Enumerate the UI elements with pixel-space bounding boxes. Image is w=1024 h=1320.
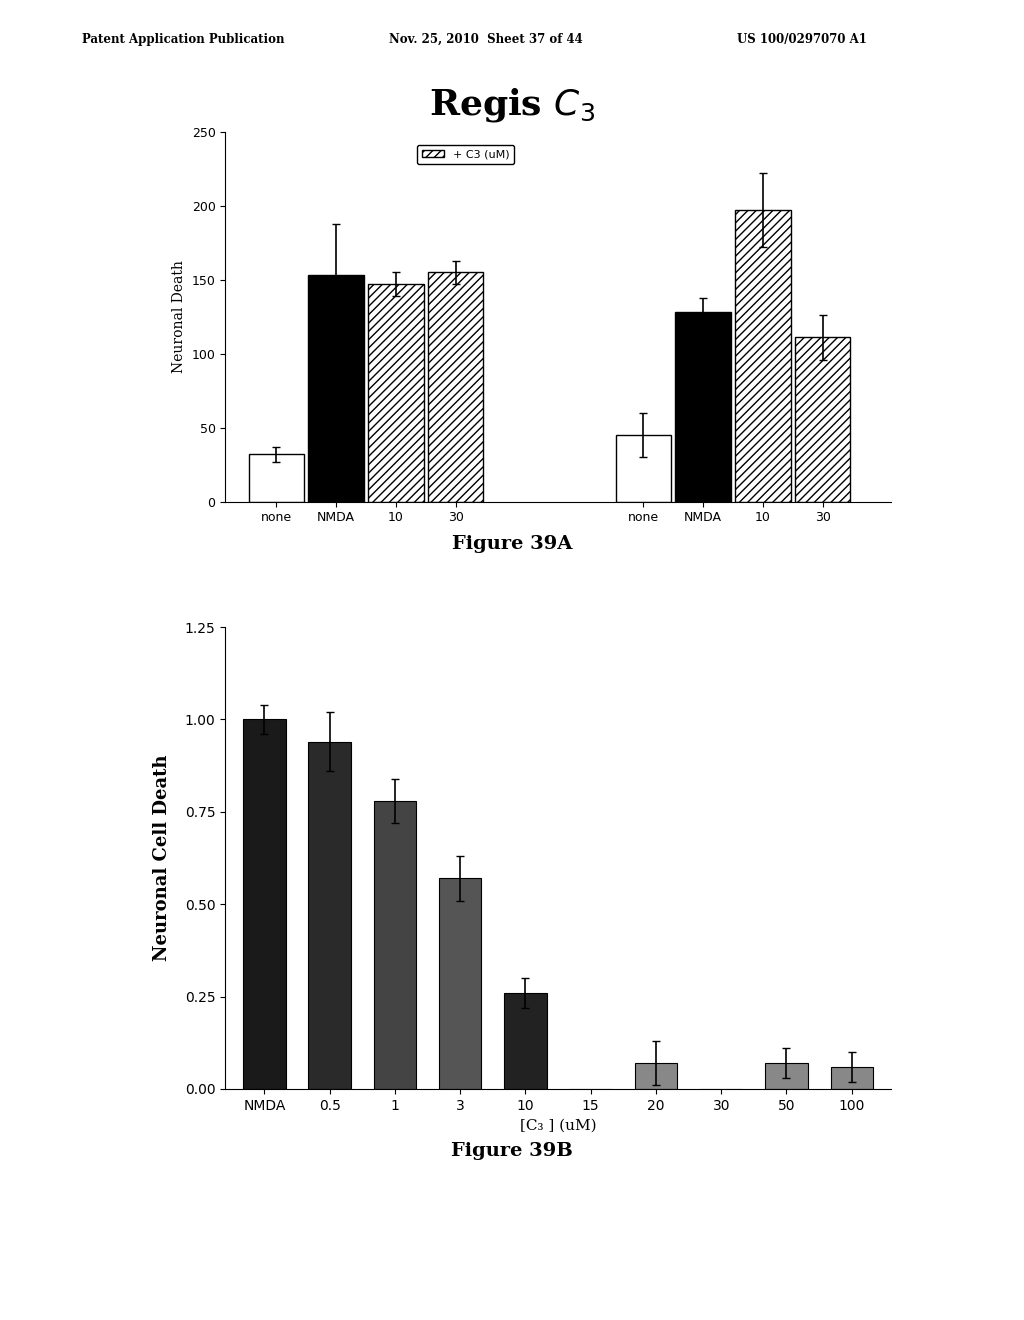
Bar <box>830 1067 872 1089</box>
Bar <box>439 878 481 1089</box>
Text: Regis $C_3$: Regis $C_3$ <box>429 86 595 124</box>
Bar <box>635 1063 677 1089</box>
Bar <box>615 436 671 502</box>
Bar <box>374 801 416 1089</box>
Bar <box>676 313 731 502</box>
Y-axis label: Neuronal Cell Death: Neuronal Cell Death <box>153 755 171 961</box>
Text: Nov. 25, 2010  Sheet 37 of 44: Nov. 25, 2010 Sheet 37 of 44 <box>389 33 583 46</box>
Bar <box>428 272 483 502</box>
Bar <box>795 338 850 502</box>
Bar <box>249 454 304 502</box>
Bar <box>504 993 547 1089</box>
Text: Patent Application Publication: Patent Application Publication <box>82 33 285 46</box>
Text: Figure 39A: Figure 39A <box>452 535 572 553</box>
Legend: + C3 (uM): + C3 (uM) <box>417 145 514 164</box>
Bar <box>244 719 286 1089</box>
Bar <box>308 742 351 1089</box>
Bar <box>735 210 791 502</box>
Bar <box>765 1063 808 1089</box>
Text: Figure 39B: Figure 39B <box>451 1142 573 1160</box>
Bar <box>369 284 424 502</box>
Bar <box>308 276 364 502</box>
X-axis label: [C₃ ] (uM): [C₃ ] (uM) <box>520 1118 596 1133</box>
Text: US 100/0297070 A1: US 100/0297070 A1 <box>737 33 867 46</box>
Y-axis label: Neuronal Death: Neuronal Death <box>172 260 186 374</box>
